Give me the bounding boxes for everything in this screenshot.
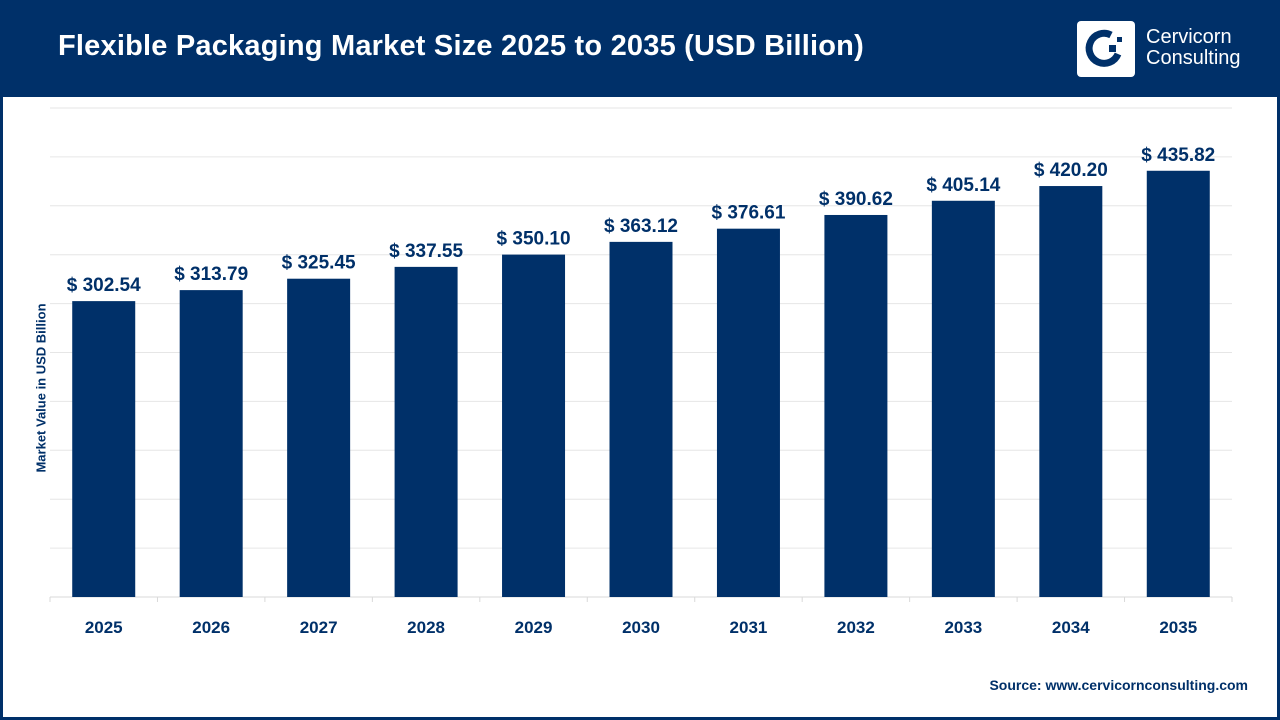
- brand-line-1: Cervicorn: [1146, 26, 1232, 48]
- x-tick-label: 2035: [1159, 618, 1197, 637]
- bar-2030: [609, 241, 673, 597]
- x-tick-label: 2033: [944, 618, 982, 637]
- data-label: $ 390.62: [819, 189, 893, 210]
- x-tick-label: 2026: [192, 618, 230, 637]
- data-label: $ 350.10: [497, 229, 571, 250]
- x-tick-label: 2031: [730, 618, 768, 637]
- bar-2034: [1039, 186, 1103, 597]
- bar-2026: [179, 290, 243, 597]
- x-tick-label: 2032: [837, 618, 875, 637]
- brand-name: Cervicorn Consulting: [1146, 27, 1241, 69]
- bar-2025: [72, 301, 136, 597]
- bar-2032: [824, 214, 888, 597]
- x-tick-label: 2034: [1052, 618, 1090, 637]
- data-label: $ 302.54: [67, 275, 141, 296]
- data-label: $ 435.82: [1141, 145, 1215, 166]
- data-label: $ 376.61: [711, 203, 785, 224]
- bar-2031: [716, 228, 780, 597]
- x-tick-label: 2028: [407, 618, 445, 637]
- x-tick-label: 2030: [622, 618, 660, 637]
- bar-2029: [502, 254, 566, 597]
- data-label: $ 363.12: [604, 216, 678, 237]
- x-tick-label: 2027: [300, 618, 338, 637]
- bar-2035: [1146, 170, 1210, 597]
- data-label: $ 325.45: [282, 253, 356, 274]
- data-label: $ 405.14: [926, 175, 1000, 196]
- x-tick-label: 2025: [85, 618, 123, 637]
- header-bar: Flexible Packaging Market Size 2025 to 2…: [0, 0, 1280, 97]
- data-label: $ 337.55: [389, 241, 463, 262]
- cervicorn-logo-icon: [1077, 21, 1135, 77]
- bar-2027: [287, 278, 351, 597]
- data-label: $ 420.20: [1034, 160, 1108, 181]
- data-label: $ 313.79: [174, 264, 248, 285]
- x-tick-label: 2029: [515, 618, 553, 637]
- y-axis-label: Market Value in USD Billion: [33, 303, 49, 473]
- chart-title: Flexible Packaging Market Size 2025 to 2…: [58, 30, 864, 62]
- bar-2028: [394, 266, 458, 597]
- source-note: Source: www.cervicornconsulting.com: [989, 677, 1248, 693]
- bar-2033: [931, 200, 995, 598]
- brand-line-2: Consulting: [1146, 47, 1241, 69]
